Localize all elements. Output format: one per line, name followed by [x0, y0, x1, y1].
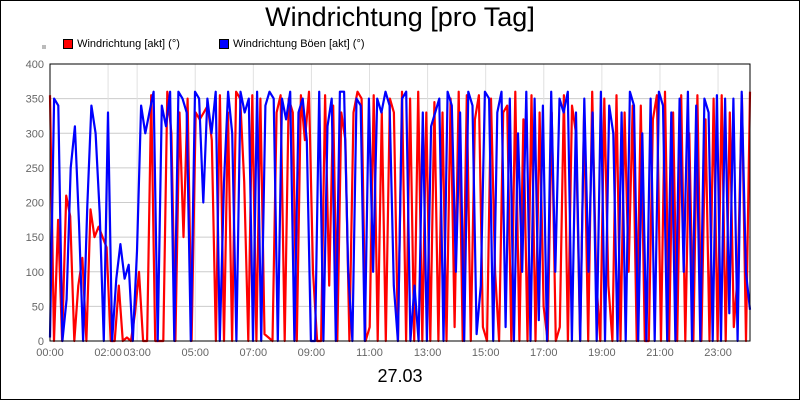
y-tick-label-2: 100: [26, 267, 44, 279]
legend-marker-icon: [42, 45, 46, 49]
x-tick-label-0: 00:00: [36, 347, 64, 359]
legend-swatch-red: [63, 39, 74, 49]
x-tick-label-8: 15:00: [472, 347, 500, 359]
x-tick-label-12: 23:00: [704, 347, 732, 359]
y-tick-label-4: 200: [26, 198, 44, 210]
y-tick-label-6: 300: [26, 128, 44, 140]
plot-area-border: [49, 63, 751, 342]
y-tick-label-7: 350: [26, 94, 44, 106]
y-tick-label-1: 50: [32, 301, 44, 313]
x-tick-label-6: 11:00: [356, 347, 383, 359]
y-tick-label-0: 0: [38, 336, 44, 348]
date-label: 27.03: [377, 366, 423, 386]
x-tick-label-11: 21:00: [646, 347, 674, 359]
x-tick-label-9: 17:00: [530, 347, 558, 359]
series-line-2: [48, 90, 752, 343]
x-tick-label-10: 19:00: [588, 347, 616, 359]
legend-item-series-1: Windrichtung [akt] (°): [63, 38, 180, 50]
legend: Windrichtung [akt] (°) Windrichtung Böen…: [42, 38, 401, 52]
x-tick-label-2: 03:00: [123, 347, 151, 359]
y-tick-label-3: 150: [26, 232, 44, 244]
legend-label-series-2: Windrichtung Böen [akt] (°): [232, 38, 365, 50]
legend-item-series-2: Windrichtung Böen [akt] (°): [218, 38, 365, 50]
legend-label-series-1: Windrichtung [akt] (°): [77, 38, 180, 50]
x-tick-label-3: 05:00: [181, 347, 209, 359]
x-tick-label-4: 07:00: [240, 347, 268, 359]
chart-title: Windrichtung [pro Tag]: [265, 2, 535, 32]
x-tick-label-5: 09:00: [298, 347, 326, 359]
y-tick-label-5: 250: [26, 163, 44, 175]
legend-swatch-blue: [218, 39, 229, 49]
x-tick-label-7: 13:00: [414, 347, 442, 359]
y-tick-label-8: 400: [26, 59, 44, 71]
x-tick-label-1: 02:00: [94, 347, 122, 359]
